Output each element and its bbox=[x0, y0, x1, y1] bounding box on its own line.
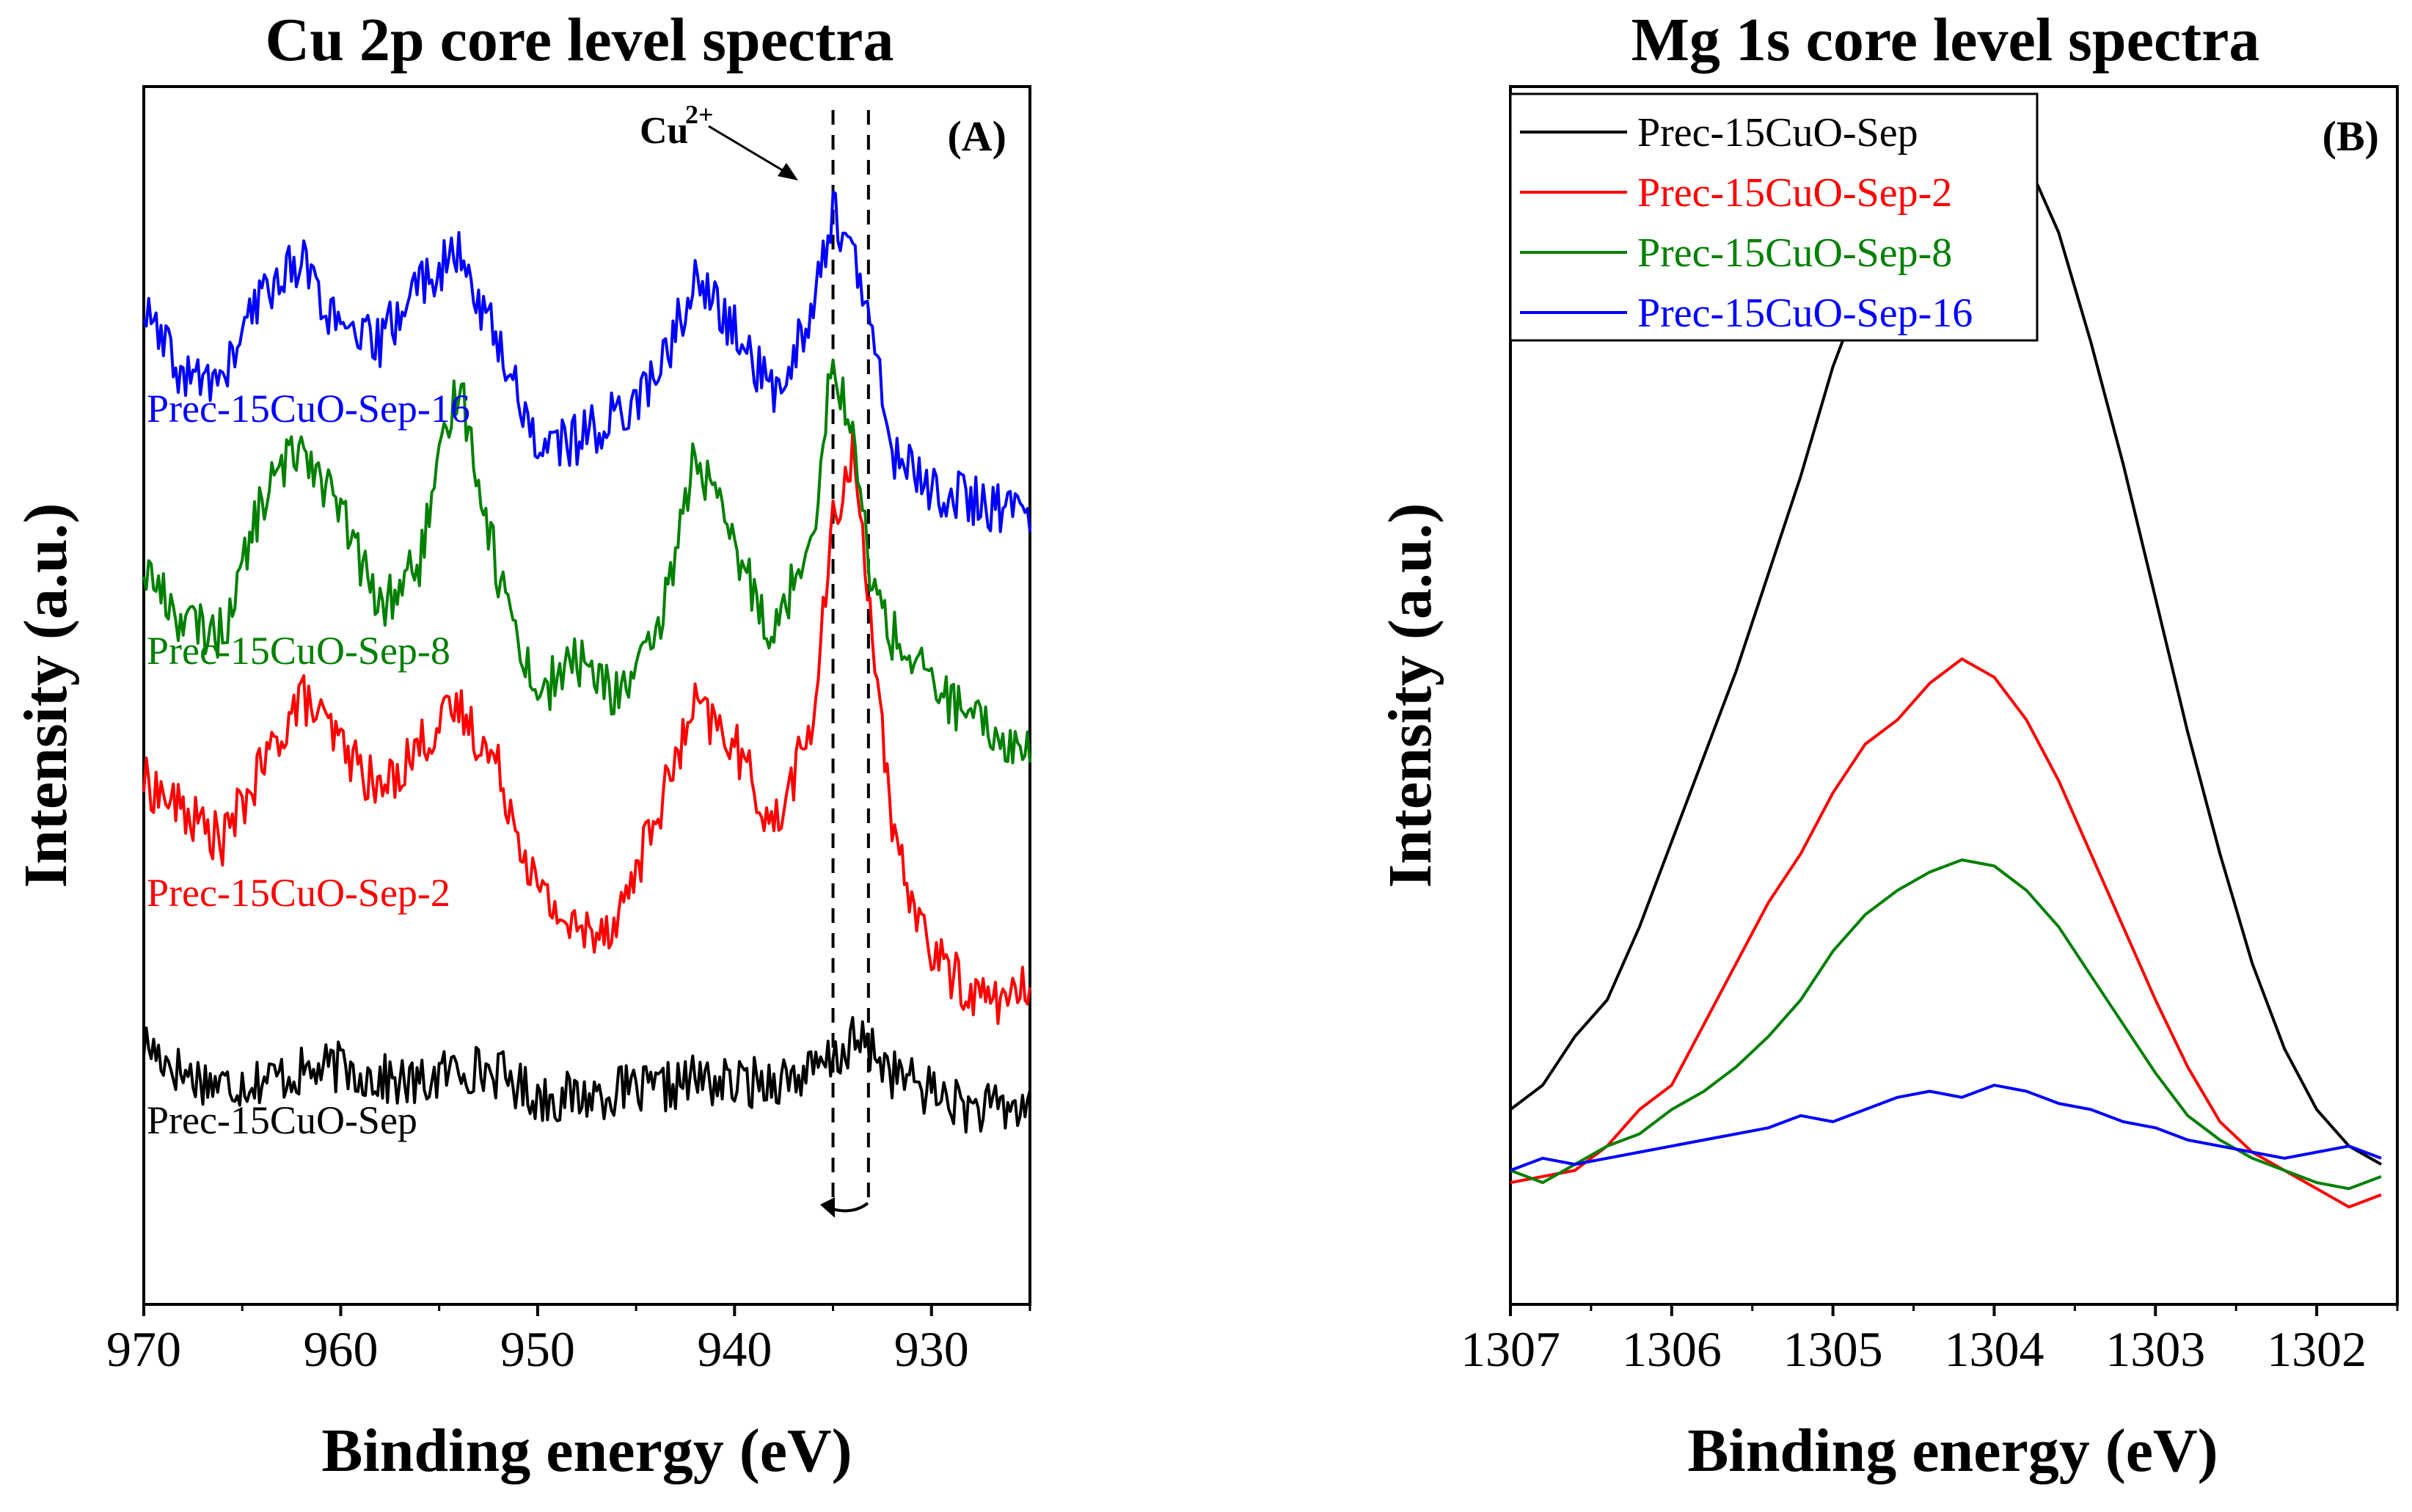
panel-b-label: (B) bbox=[2323, 112, 2379, 160]
panel-a-label: (A) bbox=[947, 112, 1006, 160]
panel-a-plot-frame bbox=[142, 85, 1031, 1306]
series-label-prec-15cuo-sep-8: Prec-15CuO-Sep-8 bbox=[147, 629, 450, 673]
panel-b-x-ticks: 1307 1306 1305 1304 1303 1302 bbox=[1461, 1304, 2399, 1377]
series-line-prec-15cuo-sep bbox=[142, 1016, 1031, 1134]
x-tick-label: 930 bbox=[894, 1321, 969, 1377]
legend-entry-prec-15cuo-sep-16: Prec-15CuO-Sep-16 bbox=[1637, 291, 1973, 336]
panel-a-series-group bbox=[142, 190, 1031, 1134]
series-label-prec-15cuo-sep-2: Prec-15CuO-Sep-2 bbox=[147, 871, 450, 915]
x-tick-label: 1306 bbox=[1622, 1321, 1722, 1377]
x-tick-label: 940 bbox=[697, 1321, 772, 1377]
series-label-prec-15cuo-sep-16: Prec-15CuO-Sep-16 bbox=[147, 387, 470, 431]
legend-box bbox=[1509, 92, 2039, 342]
cu2-arrow-head bbox=[778, 163, 798, 180]
panel-a: Cu 2p core level spectra (A) Prec-15CuO-… bbox=[12, 6, 1031, 1485]
panel-a-x-axis-title: Binding energy (eV) bbox=[321, 1417, 852, 1485]
panel-a-cu2-annotation: Cu 2+ bbox=[640, 100, 869, 1218]
x-tick-label: 1305 bbox=[1783, 1321, 1883, 1377]
panel-a-y-axis-title: Intensity (a.u.) bbox=[12, 503, 80, 888]
series-line-prec-15cuo-sep-8 bbox=[1510, 858, 2382, 1191]
cu2-annotation-text: Cu bbox=[640, 110, 688, 152]
series-line-prec-15cuo-sep-16 bbox=[1510, 1084, 2382, 1172]
series-label-prec-15cuo-sep: Prec-15CuO-Sep bbox=[147, 1098, 417, 1142]
panel-a-title: Cu 2p core level spectra bbox=[266, 6, 894, 74]
x-tick-label: 1307 bbox=[1461, 1321, 1560, 1377]
series-line-prec-15cuo-sep-16 bbox=[142, 190, 1031, 533]
series-line-prec-15cuo-sep-8 bbox=[142, 358, 1031, 764]
panel-b-y-axis-title: Intensity (a.u.) bbox=[1376, 503, 1444, 888]
panel-a-series-labels: Prec-15CuO-Sep-16 Prec-15CuO-Sep-8 Prec-15… bbox=[147, 387, 470, 1142]
x-tick-label: 1303 bbox=[2105, 1321, 2205, 1377]
shift-arrow-head bbox=[820, 1197, 835, 1218]
panel-b-plot-frame bbox=[1509, 85, 2399, 1306]
x-tick-label: 950 bbox=[500, 1321, 575, 1377]
cu2-arrow-line bbox=[708, 125, 793, 178]
panel-b-x-axis-title: Binding energy (eV) bbox=[1687, 1417, 2218, 1485]
x-tick-label: 970 bbox=[106, 1321, 181, 1377]
panel-b-title: Mg 1s core level spectra bbox=[1631, 6, 2260, 74]
legend-entry-prec-15cuo-sep: Prec-15CuO-Sep bbox=[1637, 110, 1918, 156]
x-tick-label: 960 bbox=[303, 1321, 378, 1377]
legend-entry-prec-15cuo-sep-8: Prec-15CuO-Sep-8 bbox=[1637, 230, 1952, 276]
series-line-prec-15cuo-sep-2 bbox=[1510, 657, 2382, 1209]
cu2-annotation-superscript: 2+ bbox=[685, 100, 714, 129]
panel-a-guide-lines bbox=[831, 110, 870, 1203]
series-line-prec-15cuo-sep-2 bbox=[142, 429, 1031, 1026]
legend-entry-prec-15cuo-sep-2: Prec-15CuO-Sep-2 bbox=[1637, 170, 1952, 216]
panel-b: Mg 1s core level spectra (B) Prec-15CuO-… bbox=[1376, 6, 2399, 1485]
panel-b-legend: Prec-15CuO-Sep Prec-15CuO-Sep-2 Prec-15CuO… bbox=[1509, 92, 2039, 342]
x-tick-label: 1302 bbox=[2267, 1321, 2367, 1377]
x-tick-label: 1304 bbox=[1944, 1321, 2044, 1377]
panel-a-x-ticks: 970 960 950 940 930 bbox=[106, 1304, 1031, 1377]
